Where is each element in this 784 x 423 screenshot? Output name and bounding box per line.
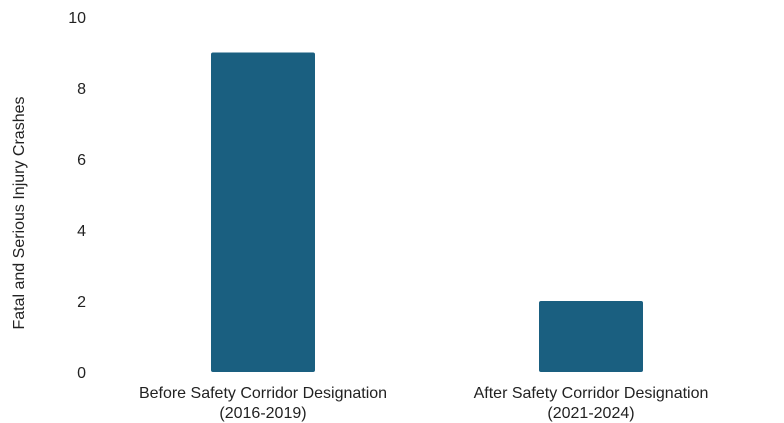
- category-label: (2021-2024): [547, 405, 634, 422]
- y-tick-label: 8: [77, 81, 86, 98]
- y-tick-label: 6: [77, 152, 86, 169]
- category-label: (2016-2019): [219, 405, 306, 422]
- y-axis-label: Fatal and Serious Injury Crashes: [11, 97, 28, 330]
- y-tick-label: 0: [77, 365, 86, 382]
- bars: [211, 52, 643, 372]
- y-tick-label: 4: [77, 223, 86, 240]
- category-label: After Safety Corridor Designation: [474, 385, 709, 402]
- bar: [211, 52, 315, 372]
- category-labels: Before Safety Corridor Designation (2016-…: [139, 385, 708, 422]
- y-tick-labels: 0 2 4 6 8 10: [68, 10, 86, 382]
- y-tick-label: 10: [68, 10, 86, 27]
- category-label: Before Safety Corridor Designation: [139, 385, 387, 402]
- y-tick-label: 2: [77, 294, 86, 311]
- bar: [539, 301, 643, 372]
